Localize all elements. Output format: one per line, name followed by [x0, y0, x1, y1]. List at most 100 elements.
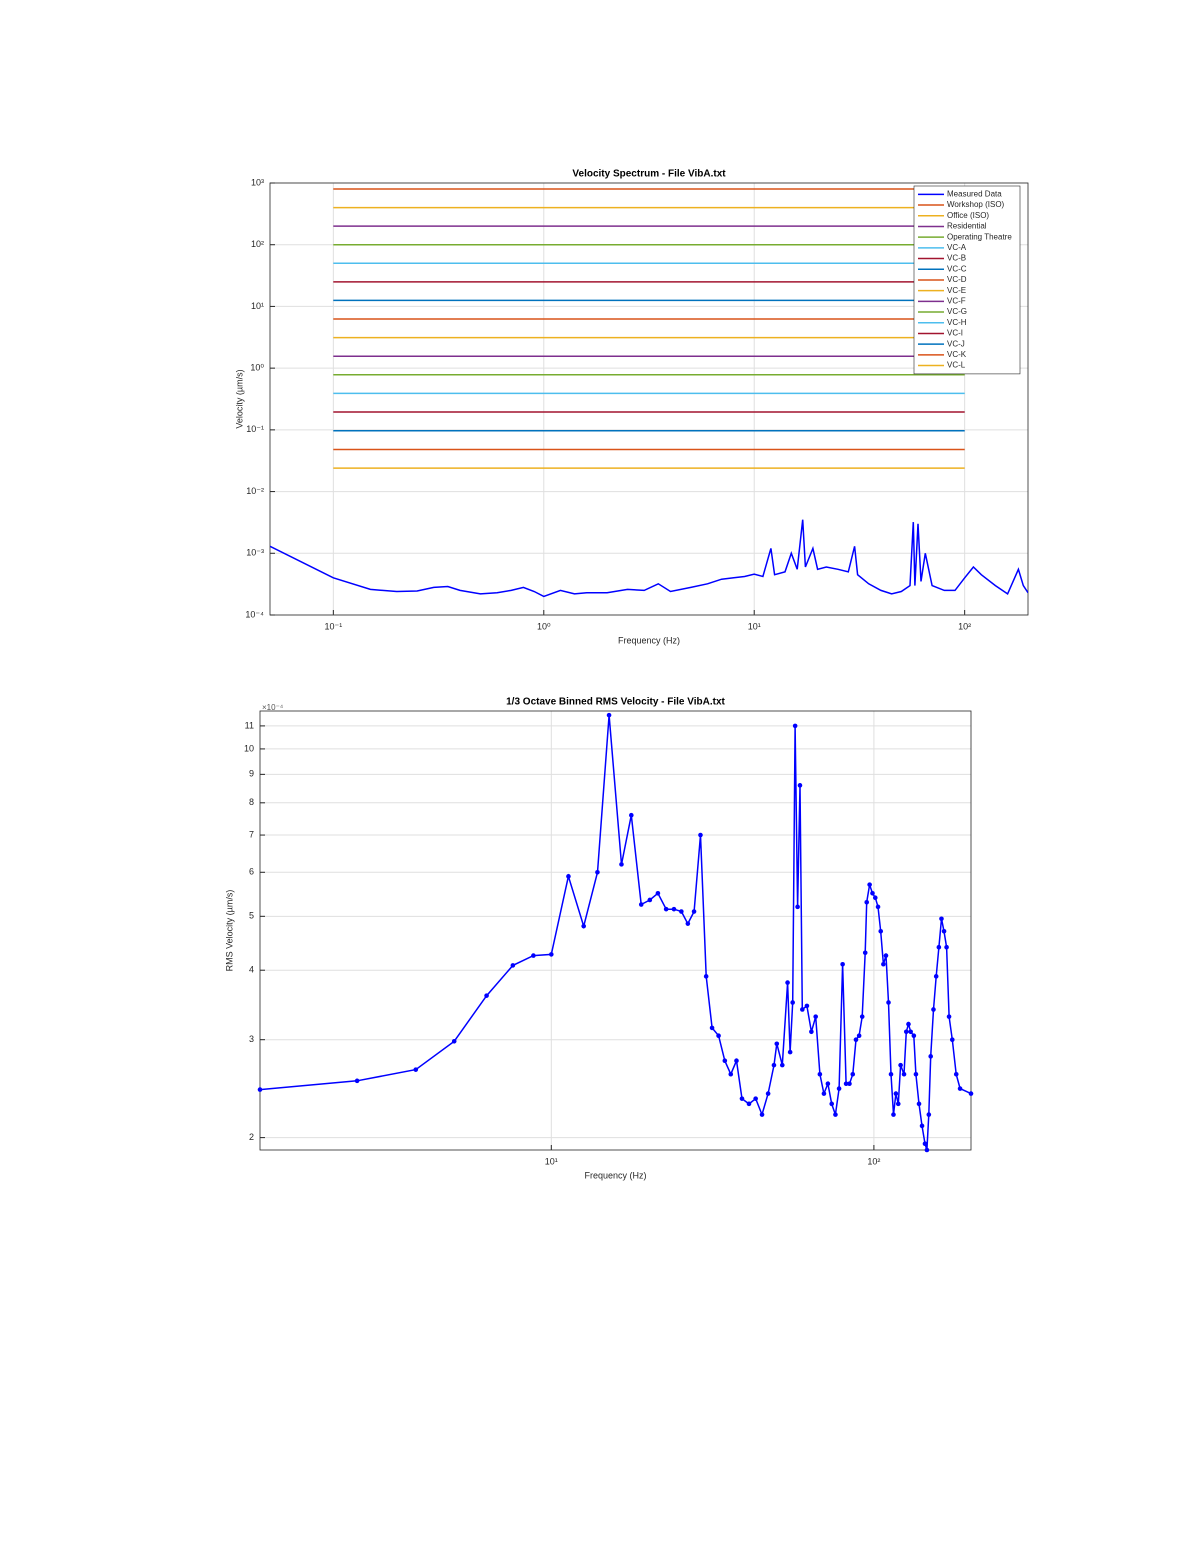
marker — [691, 909, 697, 914]
marker — [853, 1037, 859, 1042]
y-tick-label: 10² — [251, 239, 264, 249]
marker — [566, 874, 571, 879]
marker — [703, 974, 709, 979]
marker — [734, 1058, 739, 1064]
legend-label: VC-A — [947, 243, 967, 252]
marker — [939, 916, 944, 922]
marker — [817, 1071, 823, 1077]
marker — [859, 1014, 865, 1019]
marker — [864, 899, 870, 905]
marker — [901, 1071, 907, 1077]
marker — [647, 897, 653, 903]
chart-title: 1/3 Octave Binned RMS Velocity - File Vi… — [506, 697, 725, 708]
y-multiplier: ×10⁻⁴ — [262, 703, 284, 712]
marker — [671, 906, 677, 912]
marker — [619, 862, 624, 867]
marker — [911, 1033, 917, 1038]
marker — [813, 1014, 818, 1019]
marker — [946, 1014, 952, 1019]
y-tick-label: 6 — [249, 867, 254, 877]
y-tick-label: 10³ — [251, 177, 264, 187]
marker — [655, 891, 661, 896]
legend-label: VC-J — [947, 339, 965, 348]
x-tick-label: 10² — [958, 621, 971, 631]
y-tick-label: 9 — [249, 769, 254, 779]
marker — [875, 904, 881, 910]
marker — [888, 1071, 894, 1077]
y-tick-label: 10¹ — [251, 301, 264, 311]
marker — [881, 961, 886, 967]
y-tick-label: 11 — [245, 720, 254, 730]
marker — [581, 923, 586, 929]
marker — [847, 1081, 852, 1087]
y-tick-label: 10⁻² — [246, 486, 264, 496]
marker — [765, 1091, 771, 1096]
marker — [759, 1112, 765, 1117]
marker — [698, 832, 703, 838]
marker — [679, 909, 684, 914]
marker — [451, 1039, 457, 1044]
marker — [944, 944, 949, 950]
legend-label: VC-G — [947, 307, 967, 316]
marker — [746, 1101, 752, 1107]
marker — [785, 980, 790, 985]
marker — [926, 1112, 932, 1117]
legend-label: Residential — [947, 222, 987, 231]
marker — [779, 1062, 785, 1068]
y-tick-label: 7 — [249, 829, 254, 839]
marker — [629, 812, 634, 818]
marker — [638, 902, 644, 907]
legend-label: VC-K — [947, 350, 967, 359]
marker — [941, 928, 947, 934]
legend-label: Operating Theatre — [947, 232, 1012, 241]
y-tick-label: 2 — [249, 1132, 254, 1142]
axes-box — [259, 710, 972, 1151]
y-axis-label: RMS Velocity (µm/s) — [224, 890, 234, 972]
y-tick-label: 5 — [249, 911, 254, 921]
marker — [833, 1112, 838, 1117]
marker — [908, 1029, 913, 1035]
marker — [922, 1141, 928, 1147]
marker — [893, 1091, 899, 1096]
marker — [872, 895, 878, 901]
y-tick-label: 8 — [249, 797, 254, 807]
y-tick-label: 10⁻¹ — [246, 424, 264, 434]
x-tick-label: 10² — [867, 1156, 880, 1166]
legend-label: VC-C — [947, 264, 967, 273]
x-axis-label: Frequency (Hz) — [584, 1170, 646, 1180]
axes-box — [269, 182, 1029, 616]
legend-label: VC-E — [947, 286, 966, 295]
marker — [722, 1058, 728, 1064]
marker — [753, 1096, 758, 1101]
y-tick-label: 10⁻³ — [246, 548, 264, 558]
marker — [903, 1029, 909, 1035]
marker — [829, 1101, 835, 1107]
legend-label: VC-D — [947, 275, 967, 284]
marker — [606, 712, 612, 718]
marker — [916, 1101, 922, 1107]
marker — [510, 963, 516, 968]
marker — [797, 783, 803, 788]
legend-label: Measured Data — [947, 189, 1002, 198]
marker — [883, 953, 889, 958]
marker — [787, 1049, 793, 1055]
marker — [685, 921, 691, 926]
x-tick-label: 10⁻¹ — [324, 621, 342, 631]
marker — [862, 950, 868, 956]
marker — [953, 1071, 959, 1077]
marker — [774, 1041, 780, 1047]
marker — [936, 944, 942, 950]
marker — [898, 1062, 903, 1068]
y-axis-label: Velocity (µm/s) — [234, 369, 244, 428]
marker — [809, 1029, 814, 1035]
marker — [595, 869, 600, 875]
marker — [928, 1054, 933, 1059]
marker — [906, 1021, 911, 1027]
marker — [843, 1081, 849, 1087]
y-tick-label: 4 — [249, 965, 254, 975]
marker — [931, 1007, 936, 1012]
marker — [821, 1091, 827, 1096]
marker — [354, 1078, 360, 1084]
plot-area — [260, 711, 971, 1150]
